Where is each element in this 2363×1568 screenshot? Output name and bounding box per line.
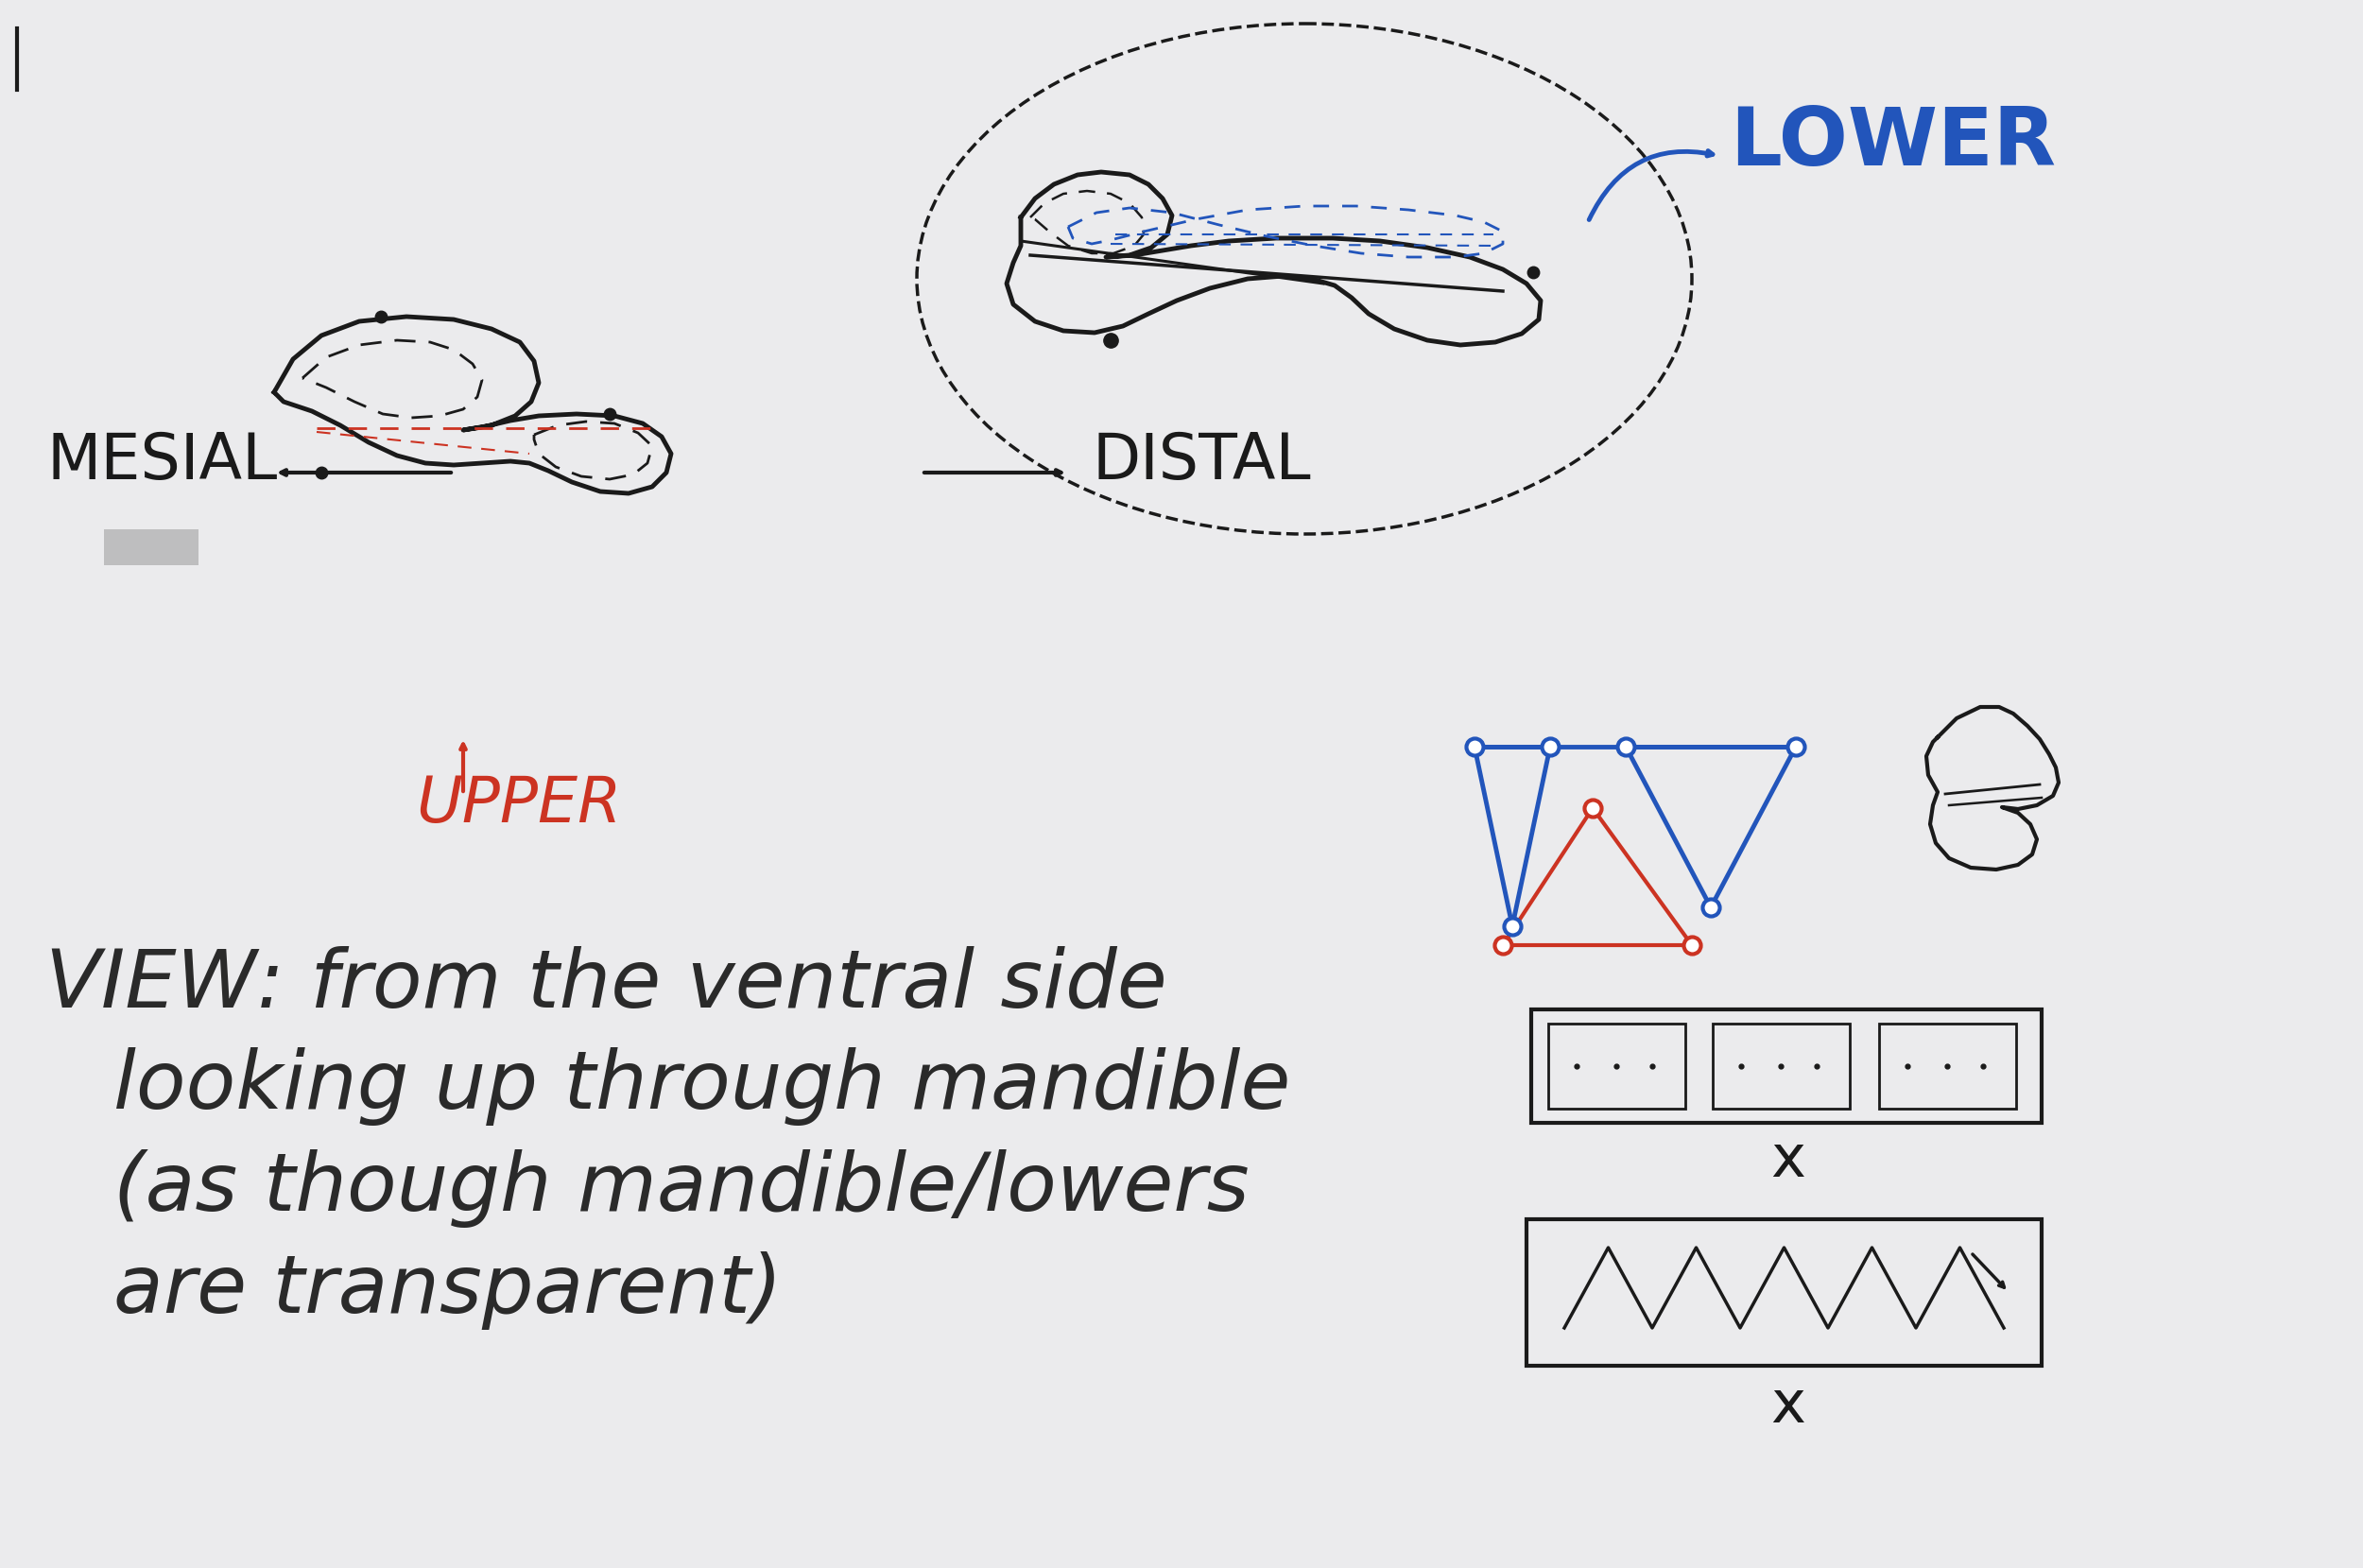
Text: LOWER: LOWER: [1730, 103, 2056, 182]
Text: x: x: [1770, 1132, 1805, 1189]
Bar: [1879, 1024, 2016, 1109]
Text: (as though mandible/lowers: (as though mandible/lowers: [113, 1149, 1250, 1228]
Bar: [104, 530, 198, 564]
Text: looking up through mandible: looking up through mandible: [113, 1047, 1290, 1126]
Bar: [1548, 1024, 1685, 1109]
Bar: [1531, 1010, 2042, 1123]
Text: VIEW: from the ventral side: VIEW: from the ventral side: [45, 946, 1167, 1024]
Text: UPPER: UPPER: [416, 773, 621, 836]
Text: DISTAL: DISTAL: [1092, 430, 1311, 492]
Text: MESIAL: MESIAL: [47, 430, 279, 492]
Text: x: x: [1770, 1378, 1805, 1435]
Bar: [1526, 1220, 2042, 1366]
Text: are transparent): are transparent): [113, 1251, 782, 1330]
Bar: [1713, 1024, 1850, 1109]
